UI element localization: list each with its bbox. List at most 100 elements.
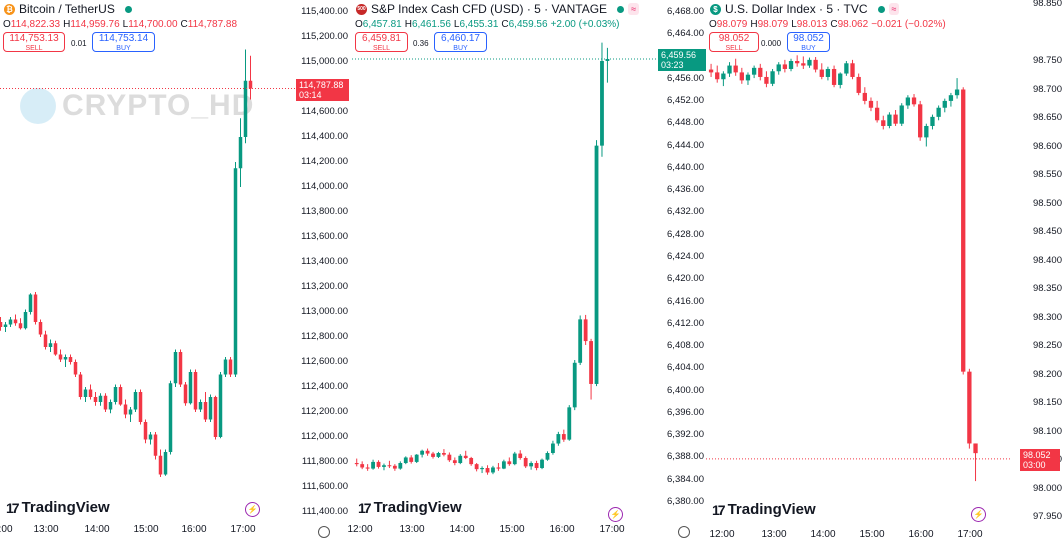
candle-body[interactable] <box>73 362 78 375</box>
candle-body[interactable] <box>203 402 208 420</box>
candle-body[interactable] <box>825 68 831 77</box>
price-axis[interactable]: 98.850 98.750 98.700 98.650 98.600 98.550 98.5… <box>1012 0 1062 530</box>
candle-body[interactable] <box>534 463 539 469</box>
candle-body[interactable] <box>948 95 954 101</box>
chart-panel-dxy[interactable]: $ U.S. Dollar Index · 5 · TVC ≈ O98.079 H98… <box>706 0 1064 546</box>
candle-body[interactable] <box>442 453 446 455</box>
candle-body[interactable] <box>758 67 763 77</box>
candle-body[interactable] <box>899 105 904 124</box>
candle-body[interactable] <box>496 467 501 469</box>
candle-body[interactable] <box>68 357 73 362</box>
candle-body[interactable] <box>431 453 435 457</box>
candle-body[interactable] <box>193 372 198 410</box>
candle-body[interactable] <box>924 125 929 138</box>
candle-body[interactable] <box>831 68 837 85</box>
candle-body[interactable] <box>862 92 867 101</box>
candle-body[interactable] <box>0 322 3 327</box>
candle-body[interactable] <box>18 323 23 329</box>
candle-body[interactable] <box>123 404 128 415</box>
candlestick-plot-btc[interactable] <box>0 0 296 546</box>
settings-icon[interactable] <box>678 526 690 538</box>
candle-body[interactable] <box>118 387 123 405</box>
candle-body[interactable] <box>764 76 769 84</box>
candle-body[interactable] <box>518 453 523 459</box>
candle-body[interactable] <box>556 434 561 444</box>
candle-body[interactable] <box>238 137 243 169</box>
candle-body[interactable] <box>143 422 148 440</box>
candle-body[interactable] <box>850 63 855 77</box>
candle-body[interactable] <box>788 61 794 69</box>
candle-body[interactable] <box>567 407 572 440</box>
candle-body[interactable] <box>600 61 604 146</box>
candle-body[interactable] <box>715 72 720 80</box>
candle-body[interactable] <box>911 97 917 105</box>
candle-body[interactable] <box>507 461 512 465</box>
settings-icon[interactable] <box>318 526 330 538</box>
candle-body[interactable] <box>594 145 599 384</box>
candle-body[interactable] <box>813 59 818 70</box>
candle-body[interactable] <box>128 409 133 415</box>
chart-panel-btc[interactable]: CRYPTO_HD ₿ Bitcoin / TetherUS O114,822.3… <box>0 0 352 546</box>
candle-body[interactable] <box>751 67 757 75</box>
candle-body[interactable] <box>8 319 13 325</box>
lightning-icon[interactable]: ⚡ <box>971 507 986 522</box>
candle-body[interactable] <box>782 64 788 69</box>
candle-body[interactable] <box>447 454 452 461</box>
candle-body[interactable] <box>48 343 53 347</box>
candle-body[interactable] <box>578 319 583 363</box>
candle-body[interactable] <box>403 457 408 464</box>
candle-body[interactable] <box>3 324 8 328</box>
candle-body[interactable] <box>589 341 593 384</box>
candle-body[interactable] <box>354 463 359 465</box>
candlestick-plot-dxy[interactable] <box>706 0 1012 546</box>
lightning-icon[interactable]: ⚡ <box>608 507 623 522</box>
candle-body[interactable] <box>98 395 103 402</box>
time-axis[interactable]: 12:00 13:00 14:00 15:00 16:00 17:00 <box>0 520 296 540</box>
candle-body[interactable] <box>480 468 484 470</box>
buy-button[interactable]: 6,460.17 BUY <box>434 32 487 52</box>
candle-body[interactable] <box>844 63 849 74</box>
candle-body[interactable] <box>409 457 414 462</box>
candle-body[interactable] <box>795 61 800 64</box>
candle-body[interactable] <box>108 402 113 410</box>
candle-body[interactable] <box>248 80 253 89</box>
candle-body[interactable] <box>469 458 474 465</box>
candle-body[interactable] <box>178 352 183 385</box>
symbol-title[interactable]: Bitcoin / TetherUS <box>19 2 115 16</box>
candle-body[interactable] <box>605 58 610 61</box>
candle-body[interactable] <box>458 455 463 464</box>
candle-body[interactable] <box>838 73 843 85</box>
candle-body[interactable] <box>243 80 248 137</box>
candle-body[interactable] <box>83 389 88 398</box>
candlestick-plot-spx[interactable] <box>352 0 658 546</box>
candle-body[interactable] <box>33 294 38 323</box>
candle-body[interactable] <box>819 69 824 77</box>
candle-body[interactable] <box>485 468 490 473</box>
buy-button[interactable]: 114,753.14 BUY <box>92 32 155 52</box>
candle-body[interactable] <box>463 455 468 459</box>
candle-body[interactable] <box>936 107 941 117</box>
candle-body[interactable] <box>365 467 370 469</box>
candle-body[interactable] <box>93 397 98 402</box>
candle-body[interactable] <box>918 104 923 138</box>
candle-body[interactable] <box>63 357 68 360</box>
lightning-icon[interactable]: ⚡ <box>245 502 260 517</box>
candle-body[interactable] <box>23 312 28 329</box>
symbol-title[interactable]: U.S. Dollar Index · 5 · TVC <box>725 2 868 16</box>
candle-body[interactable] <box>148 434 153 440</box>
candle-body[interactable] <box>887 114 892 126</box>
candle-body[interactable] <box>133 392 138 410</box>
time-axis[interactable]: 12:00 13:00 14:00 15:00 16:00 17:00 <box>706 525 1012 545</box>
candle-body[interactable] <box>228 359 233 375</box>
candle-body[interactable] <box>387 465 392 467</box>
candle-body[interactable] <box>856 76 861 93</box>
candle-body[interactable] <box>382 465 386 467</box>
buy-button[interactable]: 98.052 BUY <box>787 32 830 52</box>
candle-body[interactable] <box>733 65 738 73</box>
candle-body[interactable] <box>392 465 397 469</box>
candle-body[interactable] <box>770 71 775 84</box>
candle-body[interactable] <box>881 120 886 126</box>
candle-body[interactable] <box>376 461 381 467</box>
candle-body[interactable] <box>973 443 978 454</box>
candle-body[interactable] <box>38 322 43 335</box>
